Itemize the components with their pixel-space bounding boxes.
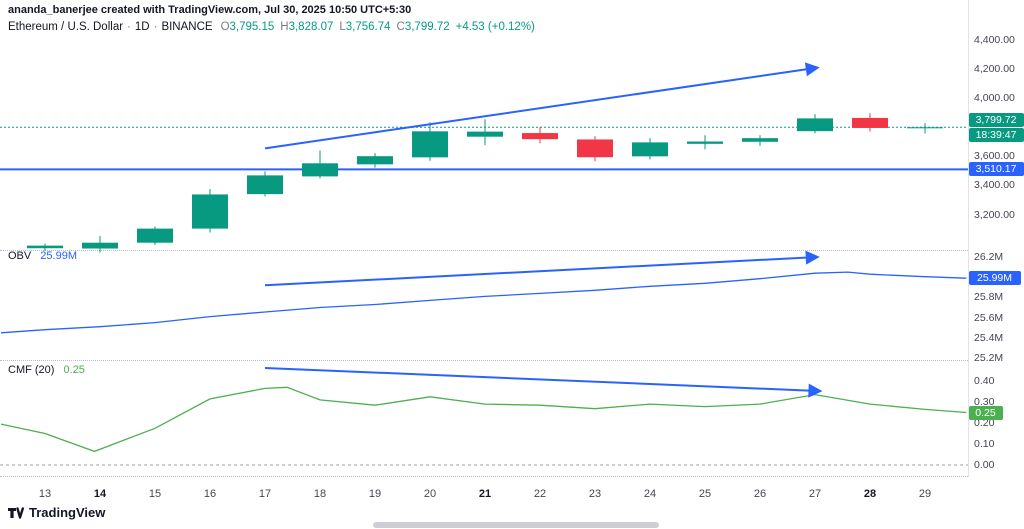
obv-value: 25.99M [40,250,77,262]
interval-label[interactable]: 1D [134,21,150,33]
price-axis-label: 4,000.00 [974,92,1015,105]
trend-arrow-cmf[interactable] [264,366,823,398]
candle-28 [852,113,888,132]
time-axis-label: 18 [313,488,327,500]
tradingview-logo-text: TradingView [29,505,106,520]
price-axis-label: 3,400.00 [974,179,1015,192]
candle-24 [632,138,668,160]
time-axis-label: 14 [93,488,107,500]
price-axis-label: 3,200.00 [974,208,1015,221]
time-axis-label: 24 [643,488,657,500]
candle-13 [27,243,63,251]
time-axis-label: 19 [368,488,382,500]
obv-value-badge: 25.99M [968,271,1021,286]
time-axis-label: 22 [533,488,547,500]
pane-separator[interactable] [0,250,968,251]
candle-18 [302,150,338,179]
candle-19 [357,153,393,168]
horizontal-scrollbar[interactable] [373,522,659,528]
candle-16 [192,189,228,233]
time-axis-label: 25 [698,488,712,500]
candle-17 [247,171,283,197]
last-price-badge: 3,799.72 [968,113,1024,128]
cmf-label[interactable]: CMF (20) [8,364,55,376]
ohlc-O: O3,795.15 [220,21,275,33]
candle-26 [742,135,778,146]
obv-axis-label: 26.2M [974,251,1004,263]
time-axis-label: 27 [808,488,822,500]
price-axis-label: 4,200.00 [974,63,1015,76]
attribution-text: ananda_banerjee created with TradingView… [8,4,412,16]
obv-axis-label: 25.6M [974,311,1004,324]
change-value: +4.53 (+0.12%) [455,21,535,33]
time-axis-label: 23 [588,488,602,500]
legend-separator: · [127,21,131,33]
time-axis-label: 16 [203,488,217,500]
pane-separator[interactable] [0,360,968,361]
hline-price-badge[interactable]: 3,510.17 [968,162,1024,177]
price-axis-border [968,0,969,477]
symbol-title[interactable]: Ethereum / U.S. Dollar [8,21,124,33]
obv-legend[interactable]: OBV 25.99M [8,250,77,262]
candle-27 [797,114,833,134]
ohlc-values: O3,795.15 H3,828.07 L3,756.74 C3,799.72 [221,21,456,33]
cmf-value-badge: 0.25 [968,405,1003,420]
price-axis-label: 3,600.00 [974,150,1015,163]
cmf-axis-label: 0.10 [974,438,995,450]
time-axis-label: 15 [148,488,162,500]
candle-29 [907,123,943,134]
candle-22 [522,127,558,144]
trend-arrow-price[interactable] [264,62,820,150]
time-axis-label: 28 [863,488,877,500]
cmf-axis-label: 0.30 [974,396,995,408]
obv-axis-label: 25.2M [974,352,1004,364]
ohlc-L: L3,756.74 [339,21,391,33]
tradingview-logo-icon [8,506,24,519]
time-axis-label: 20 [423,488,437,500]
candle-23 [577,136,613,162]
candle-14 [82,236,118,253]
cmf-line [0,386,967,453]
time-axis-label: 26 [753,488,767,500]
candle-20 [412,122,448,161]
candle-21 [467,119,503,146]
candle-15 [137,226,173,246]
price-axis[interactable]: 4,400.00 4,200.00 4,000.00 3,600.00 3,400.00… [968,0,1024,477]
candle-25 [687,135,723,150]
obv-label[interactable]: OBV [8,250,32,262]
cmf-axis-label: 0.40 [974,375,995,387]
obv-axis-label: 25.8M [974,291,1004,304]
cmf-axis-label: 0.20 [974,417,995,429]
exchange-label[interactable]: BINANCE [161,21,213,33]
price-axis-label: 4,400.00 [974,34,1015,46]
time-axis-label: 29 [918,488,932,500]
symbol-legend[interactable]: Ethereum / U.S. Dollar · 1D · BINANCE O3… [8,21,535,33]
time-axis-label: 13 [38,488,52,500]
legend-separator: · [153,21,158,33]
pane-separator [0,476,968,477]
tradingview-logo[interactable]: TradingView [8,505,105,520]
bar-countdown-badge: 18:39:47 [968,127,1024,142]
time-axis[interactable]: 13 14 15 16 17 18 19 20 21 22 23 24 25 26 27 28 29 [0,477,1024,505]
cmf-legend[interactable]: CMF (20) 0.25 [8,364,85,376]
time-axis-label: 21 [478,488,492,500]
ohlc-C: C3,799.72 [396,21,450,33]
obv-line [0,271,967,334]
trend-arrow-obv[interactable] [264,250,820,287]
time-axis-label: 17 [258,488,272,500]
ohlc-H: H3,828.07 [280,21,334,33]
cmf-value: 0.25 [63,364,85,376]
cmf-axis-label: 0.00 [974,459,995,471]
obv-axis-label: 25.4M [974,331,1004,344]
